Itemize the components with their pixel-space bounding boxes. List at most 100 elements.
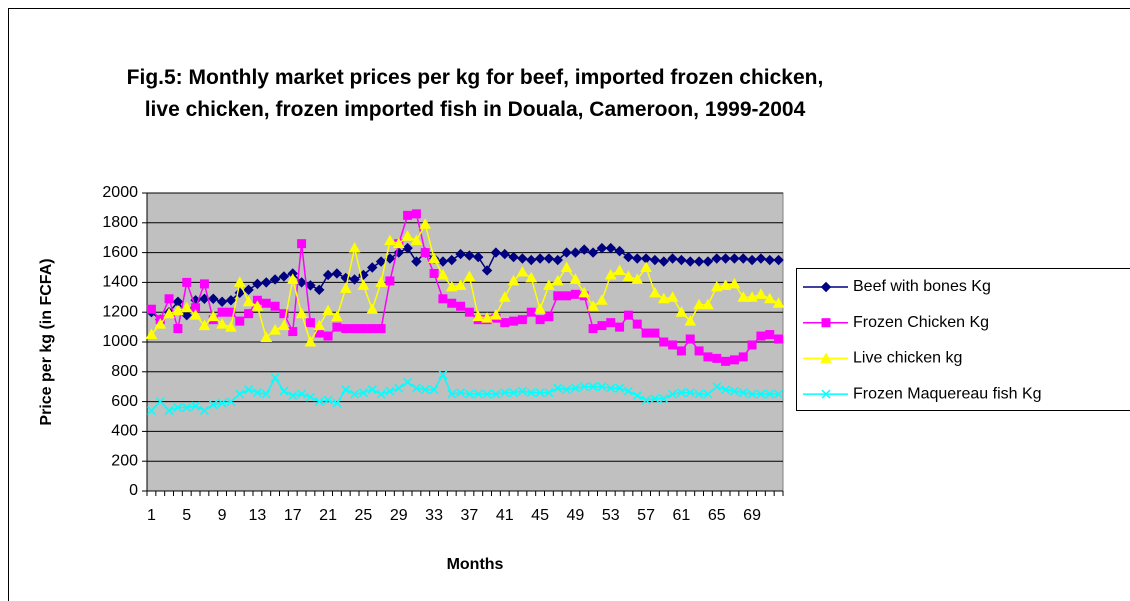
data-point (420, 385, 430, 395)
x-tick-label: 1 (147, 507, 156, 524)
data-point (341, 324, 351, 334)
x-tick-label: 49 (567, 507, 585, 524)
data-point (756, 331, 766, 341)
data-point (305, 318, 315, 328)
data-point (605, 242, 616, 254)
data-point (712, 353, 722, 363)
data-point (641, 395, 651, 405)
y-tick-label: 600 (111, 393, 138, 410)
x-tick-label: 41 (496, 507, 514, 524)
legend-marker (821, 318, 831, 328)
data-point (235, 389, 245, 399)
data-point (509, 316, 519, 326)
data-point (456, 301, 466, 311)
data-point (534, 303, 546, 314)
data-point (569, 273, 582, 284)
data-point (685, 256, 696, 267)
data-point (746, 254, 758, 266)
data-point (703, 352, 713, 362)
data-point (225, 321, 237, 332)
data-point (376, 389, 386, 399)
x-tick-label: 65 (708, 507, 726, 524)
data-point (341, 385, 351, 395)
data-point (181, 309, 192, 321)
x-tick-label: 33 (425, 507, 443, 524)
data-point (516, 265, 529, 277)
data-point (562, 385, 572, 395)
data-point (323, 331, 333, 341)
y-tick-label: 2000 (102, 184, 138, 201)
data-point (774, 389, 784, 399)
data-point (313, 319, 326, 331)
data-point (295, 307, 308, 319)
x-tick-label: 61 (673, 507, 691, 524)
data-point (243, 284, 254, 296)
data-point (693, 256, 705, 267)
data-point (543, 253, 555, 264)
data-point (631, 273, 644, 284)
data-point (552, 254, 563, 266)
data-point (615, 383, 625, 393)
data-point (332, 322, 342, 332)
data-point (499, 248, 510, 260)
data-point (685, 388, 695, 398)
y-tick-label: 1400 (102, 274, 138, 291)
data-point (763, 292, 776, 304)
data-point (561, 247, 572, 258)
data-point (659, 337, 669, 347)
data-point (720, 253, 731, 264)
data-point (208, 400, 218, 410)
data-point (650, 394, 660, 404)
legend-marker (820, 352, 832, 363)
data-point (772, 297, 785, 308)
data-point (729, 386, 739, 396)
data-point (464, 307, 474, 317)
data-point (438, 294, 448, 304)
data-point (623, 386, 633, 396)
data-point (500, 388, 510, 398)
data-point (217, 398, 227, 408)
y-tick-label: 1000 (102, 333, 138, 350)
data-point (738, 253, 749, 264)
data-point (226, 307, 236, 317)
data-point (658, 256, 669, 267)
x-tick-label: 25 (355, 507, 373, 524)
data-point (198, 319, 211, 331)
data-point (490, 247, 502, 258)
data-point (508, 251, 519, 263)
legend-label: Frozen Chicken Kg (853, 314, 989, 331)
data-point (596, 242, 608, 254)
data-point (261, 277, 272, 288)
legend-label: Beef with bones Kg (853, 278, 991, 295)
data-point (225, 295, 237, 306)
x-tick-label: 21 (319, 507, 337, 524)
data-point (765, 389, 775, 399)
data-point (331, 310, 343, 322)
data-point (456, 388, 466, 398)
data-point (358, 388, 368, 398)
data-point (392, 237, 405, 249)
data-point (401, 230, 414, 241)
data-point (738, 352, 748, 362)
data-point (509, 388, 519, 398)
data-point (544, 388, 554, 398)
data-point (588, 382, 598, 392)
y-tick-label: 400 (111, 423, 138, 440)
data-point (729, 355, 739, 365)
data-point (684, 315, 697, 326)
data-point (562, 291, 572, 301)
data-point (242, 295, 255, 307)
data-point (447, 298, 457, 308)
data-point (173, 324, 183, 334)
data-point (694, 346, 704, 356)
data-point (774, 334, 784, 344)
data-point (570, 247, 581, 258)
data-point (534, 253, 546, 264)
data-point (208, 293, 219, 304)
data-point (579, 382, 589, 392)
data-point (606, 383, 616, 393)
x-tick-label: 17 (284, 507, 302, 524)
chart-title: Fig.5: Monthly market prices per kg for … (126, 66, 824, 121)
data-point (437, 256, 449, 267)
data-point (403, 210, 413, 220)
